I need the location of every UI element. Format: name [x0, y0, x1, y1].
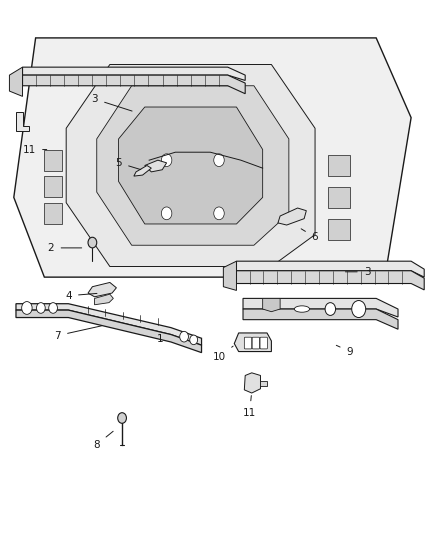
FancyBboxPatch shape: [252, 337, 260, 349]
Text: 10: 10: [212, 346, 233, 362]
Polygon shape: [16, 310, 201, 353]
Circle shape: [161, 154, 172, 166]
Polygon shape: [243, 298, 398, 317]
Polygon shape: [243, 309, 398, 329]
Polygon shape: [97, 86, 289, 245]
Circle shape: [118, 413, 127, 423]
Circle shape: [49, 303, 57, 313]
Polygon shape: [66, 64, 315, 266]
Polygon shape: [16, 304, 201, 345]
Polygon shape: [234, 333, 272, 352]
FancyBboxPatch shape: [244, 337, 252, 349]
Polygon shape: [145, 160, 166, 172]
Polygon shape: [263, 298, 280, 312]
Text: 8: 8: [93, 431, 113, 450]
Circle shape: [214, 207, 224, 220]
FancyBboxPatch shape: [260, 337, 268, 349]
Polygon shape: [44, 150, 62, 171]
Circle shape: [190, 335, 198, 345]
Polygon shape: [22, 75, 245, 94]
Polygon shape: [119, 107, 263, 224]
Text: 11: 11: [243, 395, 256, 418]
Circle shape: [214, 154, 224, 166]
Polygon shape: [88, 282, 117, 297]
Circle shape: [325, 303, 336, 316]
Polygon shape: [328, 155, 350, 176]
Polygon shape: [10, 67, 22, 96]
Text: 4: 4: [65, 290, 97, 301]
Polygon shape: [134, 165, 151, 176]
Polygon shape: [237, 271, 424, 290]
Ellipse shape: [294, 306, 310, 312]
Text: 2: 2: [48, 243, 81, 253]
Polygon shape: [95, 294, 113, 305]
Circle shape: [180, 332, 188, 342]
Text: 3: 3: [91, 94, 132, 111]
Polygon shape: [223, 261, 237, 290]
Polygon shape: [14, 38, 411, 277]
Polygon shape: [44, 176, 62, 197]
Polygon shape: [244, 373, 261, 393]
Polygon shape: [328, 219, 350, 240]
Text: 5: 5: [115, 158, 141, 169]
Polygon shape: [237, 261, 424, 277]
Polygon shape: [328, 187, 350, 208]
Polygon shape: [44, 203, 62, 224]
Polygon shape: [22, 67, 245, 80]
Text: 6: 6: [301, 229, 318, 243]
Circle shape: [36, 303, 45, 313]
Circle shape: [161, 207, 172, 220]
Text: 1: 1: [157, 334, 163, 344]
Polygon shape: [261, 381, 267, 386]
Text: 9: 9: [336, 345, 353, 357]
Text: 7: 7: [54, 326, 102, 341]
Polygon shape: [278, 208, 306, 225]
Circle shape: [352, 301, 366, 318]
Text: 11: 11: [22, 144, 47, 155]
Polygon shape: [16, 112, 29, 131]
Circle shape: [21, 302, 32, 314]
Circle shape: [88, 237, 97, 248]
Text: 3: 3: [346, 267, 371, 277]
